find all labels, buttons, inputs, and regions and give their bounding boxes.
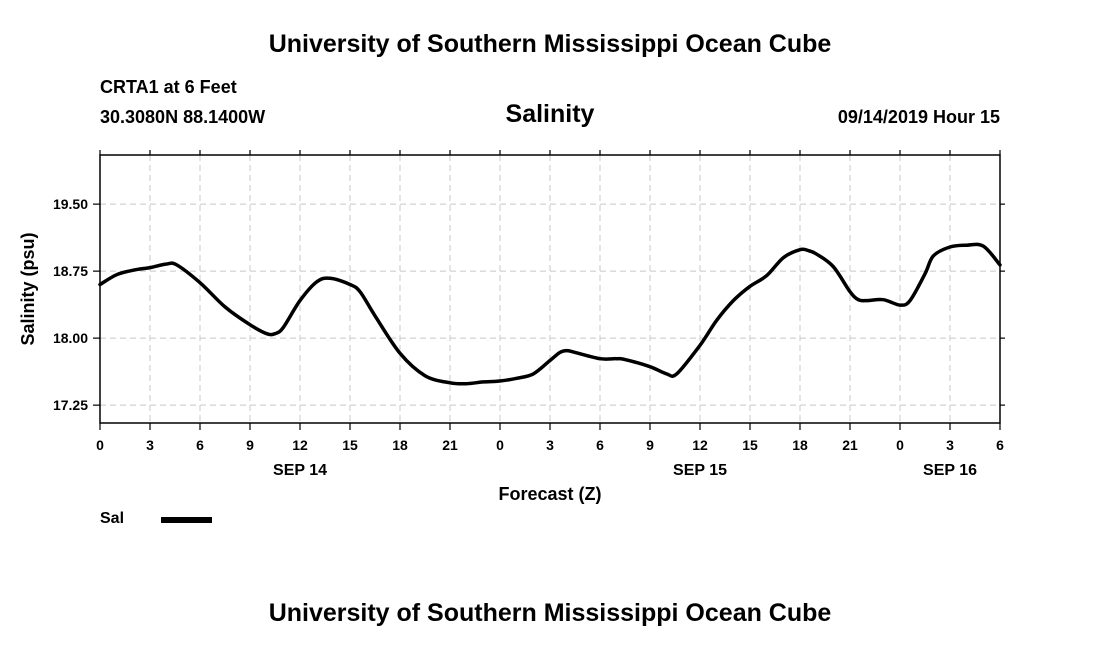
date-label: SEP 14 <box>273 462 327 479</box>
station-coordinates: 30.3080N 88.1400W <box>100 107 266 127</box>
x-tick-label: 12 <box>692 437 708 453</box>
x-tick-label: 3 <box>546 437 554 453</box>
chart-title-bottom: University of Southern Mississippi Ocean… <box>268 599 832 627</box>
plot-frame <box>99 154 1001 424</box>
x-tick-label: 9 <box>646 437 654 453</box>
x-tick-label: 0 <box>96 437 104 453</box>
x-tick-label: 0 <box>496 437 504 453</box>
x-axis-label: Forecast (Z) <box>498 484 601 504</box>
x-tick-label: 15 <box>342 437 358 453</box>
chart-title-top: University of Southern Mississippi Ocean… <box>268 30 832 58</box>
x-tick-label: 12 <box>292 437 308 453</box>
series-layer <box>98 242 1002 386</box>
x-tick-label: 6 <box>196 437 204 453</box>
x-tick-label: 18 <box>792 437 808 453</box>
y-axis-label: Salinity (psu) <box>18 232 38 345</box>
x-tick-label: 0 <box>896 437 904 453</box>
station-label: CRTA1 at 6 Feet <box>100 77 237 97</box>
x-tick-label: 21 <box>842 437 858 453</box>
y-tick-label: 17.25 <box>53 397 88 413</box>
x-tick-label: 6 <box>996 437 1004 453</box>
forecast-datetime: 09/14/2019 Hour 15 <box>837 107 1000 127</box>
x-tick-label: 21 <box>442 437 458 453</box>
legend-swatch-sal <box>161 517 212 523</box>
series-line-sal <box>98 242 1002 386</box>
x-tick-label: 3 <box>146 437 154 453</box>
grid-lines <box>100 155 1000 423</box>
x-tick-label: 18 <box>392 437 408 453</box>
variable-title: Salinity <box>505 100 595 128</box>
date-label: SEP 15 <box>673 462 727 479</box>
axes: 0 3 6 9 12 15 18 21 0 3 6 9 12 15 18 21 0 3 6 17.25 18.00 18.… <box>53 150 1005 479</box>
x-tick-label: 6 <box>596 437 604 453</box>
y-tick-label: 18.00 <box>53 330 88 346</box>
y-tick-label: 19.50 <box>53 196 88 212</box>
x-tick-label: 15 <box>742 437 758 453</box>
x-tick-label: 3 <box>946 437 954 453</box>
date-label: SEP 16 <box>923 462 977 479</box>
x-tick-label: 9 <box>246 437 254 453</box>
y-tick-label: 18.75 <box>53 263 88 279</box>
legend-label-sal: Sal <box>100 510 125 527</box>
